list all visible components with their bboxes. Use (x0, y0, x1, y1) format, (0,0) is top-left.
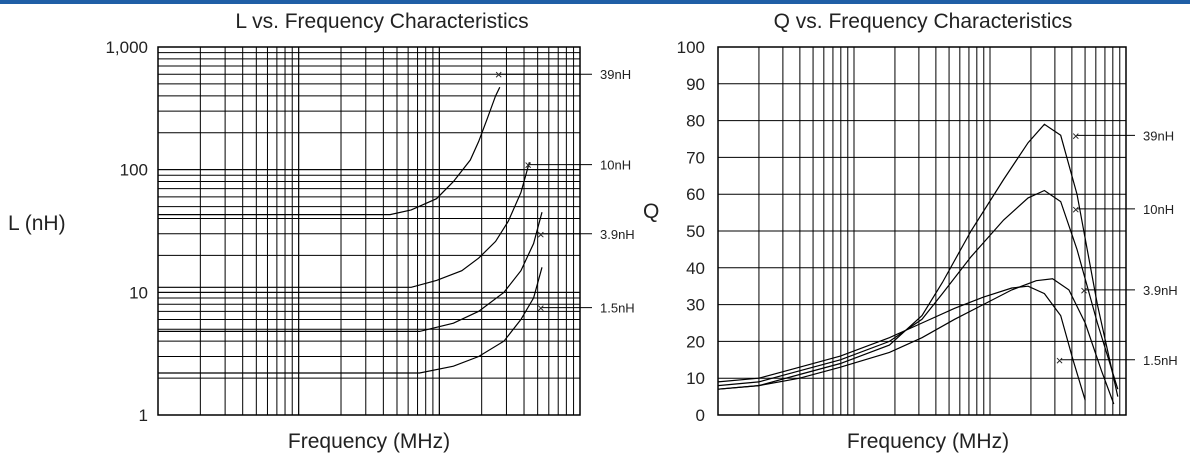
l-chart-ylabel: L (nH) (8, 212, 66, 235)
y-tick-label: 10 (129, 283, 148, 302)
q-chart-ylabel: Q (643, 200, 659, 223)
y-tick-label: 20 (686, 332, 705, 351)
series-line-39nH (717, 123, 1119, 397)
y-tick-label: 10 (686, 369, 705, 388)
series-label-10nH: 10nH (600, 158, 631, 173)
marker-39nH: × (1072, 128, 1080, 143)
series-line-3.9nH (717, 278, 1115, 405)
series-line-3.9nH (158, 212, 543, 332)
l-chart-xlabel: Frequency (MHz) (288, 430, 450, 453)
series-label-39nH: 39nH (1143, 128, 1174, 143)
marker-1.5nH: × (537, 301, 545, 316)
marker-39nH: × (495, 67, 503, 82)
l-chart-series-labels: × 39nH × 10nH × 3.9nH × 1.5nH (495, 67, 635, 315)
series-line-1.5nH (158, 267, 543, 374)
q-chart-ticks: 0 10 20 30 40 50 60 70 80 90 100 (677, 38, 705, 425)
y-tick-label: 90 (686, 75, 705, 94)
marker-3.9nH: × (537, 227, 545, 242)
q-chart-curves (717, 123, 1119, 405)
l-chart-title: L vs. Frequency Characteristics (235, 10, 528, 33)
y-tick-label: 0 (696, 406, 705, 425)
series-line-10nH (158, 162, 530, 288)
plot-frame (157, 46, 581, 416)
y-tick-label: 60 (686, 185, 705, 204)
marker-1.5nH: × (1056, 353, 1064, 368)
y-tick-label: 80 (686, 112, 705, 131)
y-tick-label: 50 (686, 222, 705, 241)
series-label-10nH: 10nH (1143, 202, 1174, 217)
y-tick-label: 30 (686, 296, 705, 315)
top-accent-bar (0, 0, 1190, 4)
q-chart-series-labels: × 39nH × 10nH × 3.9nH × 1.5nH (1056, 128, 1178, 367)
y-tick-label: 100 (677, 38, 705, 57)
marker-10nH: × (524, 158, 532, 173)
y-tick-label: 1 (139, 406, 148, 425)
q-chart-grid (717, 46, 1127, 416)
l-chart-grid (157, 46, 581, 416)
series-label-3.9nH: 3.9nH (600, 227, 635, 242)
marker-10nH: × (1072, 202, 1080, 217)
q-chart-title: Q vs. Frequency Characteristics (774, 10, 1073, 33)
l-chart-ticks: 1 10 100 1,000 (105, 38, 148, 425)
series-label-1.5nH: 1.5nH (1143, 353, 1178, 368)
l-vs-frequency-chart: L vs. Frequency Characteristics Frequenc… (8, 10, 635, 453)
series-label-3.9nH: 3.9nH (1143, 283, 1178, 298)
series-line-10nH (717, 189, 1119, 390)
series-label-1.5nH: 1.5nH (600, 301, 635, 316)
l-chart-curves (158, 86, 543, 374)
y-tick-label: 40 (686, 259, 705, 278)
q-vs-frequency-chart: Q vs. Frequency Characteristics Frequenc… (643, 10, 1178, 453)
series-line-39nH (158, 86, 501, 216)
series-label-39nH: 39nH (600, 67, 631, 82)
plot-frame (717, 46, 1127, 416)
q-chart-xlabel: Frequency (MHz) (847, 430, 1009, 453)
y-tick-label: 70 (686, 148, 705, 167)
marker-3.9nH: × (1080, 283, 1088, 298)
y-tick-label: 100 (120, 161, 148, 180)
series-line-1.5nH (717, 285, 1086, 401)
y-tick-label: 1,000 (105, 38, 148, 57)
